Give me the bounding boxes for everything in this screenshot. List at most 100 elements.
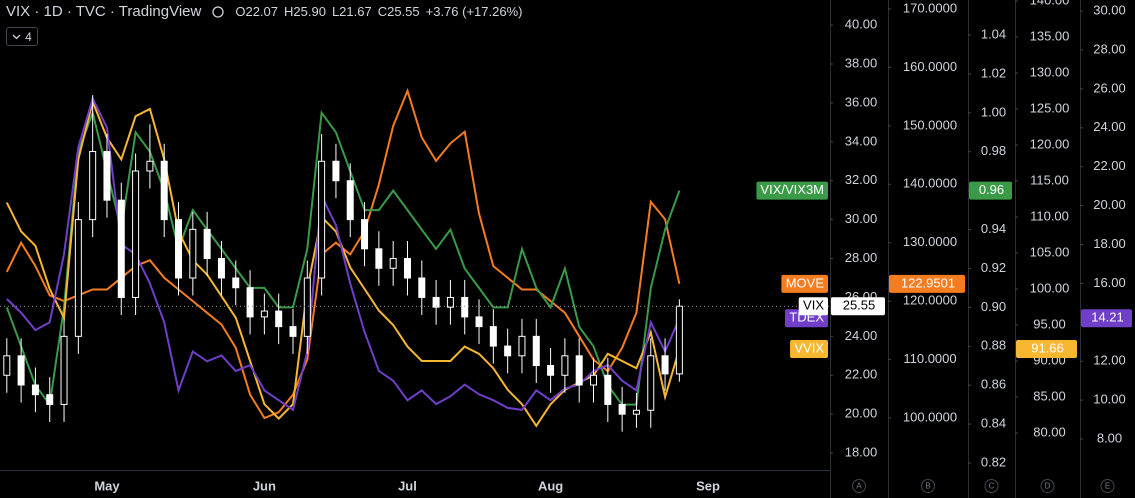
y-tick-label: 1.02: [981, 65, 1006, 80]
candle-body: [590, 374, 598, 386]
x-tick-label: Aug: [538, 478, 563, 493]
last-value-badge-text: 25.55: [843, 298, 876, 313]
y-tick-label: 120.0000: [903, 293, 957, 308]
candle-body: [418, 277, 426, 298]
ohlc-open: O22.07: [235, 4, 279, 19]
y-tick-label: 100.00: [1030, 280, 1070, 295]
candle-body: [46, 394, 54, 405]
y-tick-label: 12.00: [1093, 353, 1126, 368]
y-tick-label: 115.00: [1030, 172, 1069, 187]
y-tick-label: 36.00: [845, 94, 878, 109]
ohlc-close: C25.55: [377, 4, 420, 19]
candle-body: [74, 219, 82, 337]
candle-body: [518, 335, 526, 357]
y-tick-label: 1.00: [981, 104, 1006, 119]
scale-letter: C: [989, 482, 995, 491]
candle-body: [303, 277, 311, 337]
scale-letter-circle: [852, 479, 866, 493]
candle-body: [3, 355, 11, 376]
last-value-badge-bg: [969, 181, 1012, 200]
series-name-badge-bg: [798, 297, 828, 316]
candle-body: [675, 305, 683, 375]
y-tick-label: 120.00: [1030, 136, 1070, 151]
candle-body: [432, 296, 440, 308]
scale-letter: A: [856, 482, 862, 491]
candle-body: [60, 335, 68, 405]
candle-body: [647, 355, 655, 411]
candle-body: [332, 160, 340, 182]
y-tick-label: 100.0000: [903, 409, 957, 424]
y-tick-label: 24.00: [1093, 119, 1126, 134]
ohlc-low: L21.67: [331, 4, 372, 19]
candle-body: [117, 199, 125, 298]
y-tick-label: 20.00: [1093, 197, 1126, 212]
y-tick-label: 0.90: [981, 299, 1006, 314]
y-tick-label: 10.00: [1093, 392, 1126, 407]
last-value-badge-bg: [1081, 309, 1132, 328]
candle-body: [232, 277, 240, 289]
candle-body: [103, 151, 111, 201]
y-tick-label: 18.00: [1093, 236, 1126, 251]
y-tick-label: 0.92: [981, 260, 1006, 275]
series-name-badge: VIX/VIX3M: [756, 181, 828, 200]
y-tick-label: 125.00: [1030, 100, 1070, 115]
x-tick-label: Jun: [253, 478, 276, 493]
scale-letter-circle: [1100, 479, 1115, 493]
y-tick-label: 24.00: [845, 328, 878, 343]
series-name-badge-text: MOVE: [786, 275, 825, 290]
y-tick-label: 26.00: [1093, 80, 1126, 95]
candle-body: [461, 296, 469, 318]
candle-body: [618, 403, 626, 415]
y-tick-label: 0.98: [981, 143, 1006, 158]
y-tick-label: 30.00: [1093, 3, 1126, 18]
scale-letter-circle: [1040, 479, 1055, 493]
series-name-badge-text: VVIX: [794, 340, 824, 355]
scale-letter: D: [1045, 482, 1051, 491]
y-tick-label: 28.00: [845, 250, 878, 265]
last-value-badge-bg: [889, 274, 965, 293]
series-name-badge: VIX: [798, 297, 828, 316]
candle-body: [561, 355, 569, 376]
y-tick-label: 22.00: [1093, 158, 1126, 173]
candle-body: [389, 258, 397, 269]
candle-body: [175, 219, 183, 279]
series-name-badge-text: VIX: [803, 298, 824, 313]
y-tick-label: 8.00: [1097, 431, 1122, 446]
candle-body: [260, 310, 268, 318]
x-tick-label: Jul: [398, 478, 417, 493]
candle-body: [547, 365, 555, 376]
y-tick-label: 32.00: [845, 172, 878, 187]
candle-body: [489, 326, 497, 347]
candle-body: [17, 355, 25, 386]
y-tick-label: 16.00: [1093, 275, 1126, 290]
status-icon: [212, 5, 225, 18]
y-tick-label: 28.00: [1093, 41, 1126, 56]
y-tick-label: 1.04: [981, 26, 1006, 41]
candle-body: [203, 228, 211, 260]
candle-body: [31, 384, 39, 396]
candle-body: [504, 345, 512, 357]
candle-body: [532, 335, 540, 367]
candle-body: [346, 180, 354, 221]
scale-letter-circle: [984, 479, 999, 493]
candle-body: [661, 355, 669, 375]
y-tick-label: 0.84: [981, 416, 1006, 431]
candle-body: [160, 160, 168, 221]
last-value-badge-text: 122.9501: [901, 275, 955, 290]
series-name-badge: VVIX: [790, 340, 828, 359]
candle-body: [575, 355, 583, 386]
indicators-toggle[interactable]: 4: [6, 27, 38, 46]
y-tick-label: 0.82: [981, 454, 1006, 469]
ohlc-high: H25.90: [284, 4, 326, 19]
y-tick-label: 140.00: [1030, 0, 1070, 7]
y-tick-label: 34.00: [845, 133, 878, 148]
x-tick-label: May: [94, 478, 120, 493]
y-tick-label: 135.00: [1030, 28, 1070, 43]
y-tick-label: 0.88: [981, 338, 1006, 353]
last-value-badge-text: 0.96: [979, 182, 1004, 197]
candle-body: [89, 151, 97, 221]
y-tick-label: 130.0000: [903, 234, 957, 249]
candle-body: [375, 248, 383, 269]
